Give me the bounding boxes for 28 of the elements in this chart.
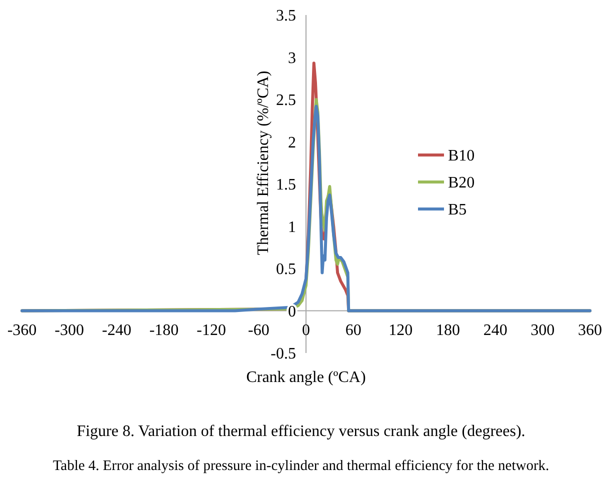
- caption: Figure 8. Variation of thermal efficiency versus crank angle (degrees).: [76, 423, 526, 440]
- legend-label: B10: [448, 148, 475, 165]
- x-tick-label: 240: [483, 322, 508, 339]
- y-tick-label: 3: [288, 50, 296, 67]
- x-tick-label: -120: [196, 322, 226, 339]
- x-tick-label: -240: [102, 322, 132, 339]
- y-tick-label: 1: [288, 218, 296, 236]
- x-tick-label: -180: [149, 322, 179, 339]
- x-tick-label: 180: [436, 322, 460, 339]
- y-tick-label: 2: [288, 134, 296, 152]
- legend-label: B5: [448, 202, 467, 219]
- y-tick-label: 0.5: [276, 261, 296, 278]
- y-tick-label: 1.5: [276, 176, 296, 194]
- x-tick-label: 300: [530, 322, 555, 339]
- legend-label: B20: [448, 174, 475, 192]
- x-tick-label: -60: [248, 322, 270, 339]
- y-tick-label: -0.5: [270, 346, 296, 363]
- y-tick-label: 2.5: [276, 92, 296, 110]
- y-axis-title: Thermal Efficiency (%/ºCA): [255, 70, 272, 255]
- caption: Table 4. Error analysis of pressure in-cylinder and thermal efficiency for the network.: [52, 458, 550, 474]
- x-tick-label: 60: [345, 322, 362, 339]
- x-tick-label: -360: [7, 322, 37, 339]
- x-tick-label: 360: [578, 322, 602, 339]
- x-tick-label: 0: [302, 322, 310, 339]
- x-tick-label: -300: [54, 322, 84, 339]
- y-tick-label: 3.5: [276, 8, 296, 25]
- x-tick-label: 120: [388, 322, 413, 339]
- x-axis-title: Crank angle (ºCA): [246, 369, 366, 386]
